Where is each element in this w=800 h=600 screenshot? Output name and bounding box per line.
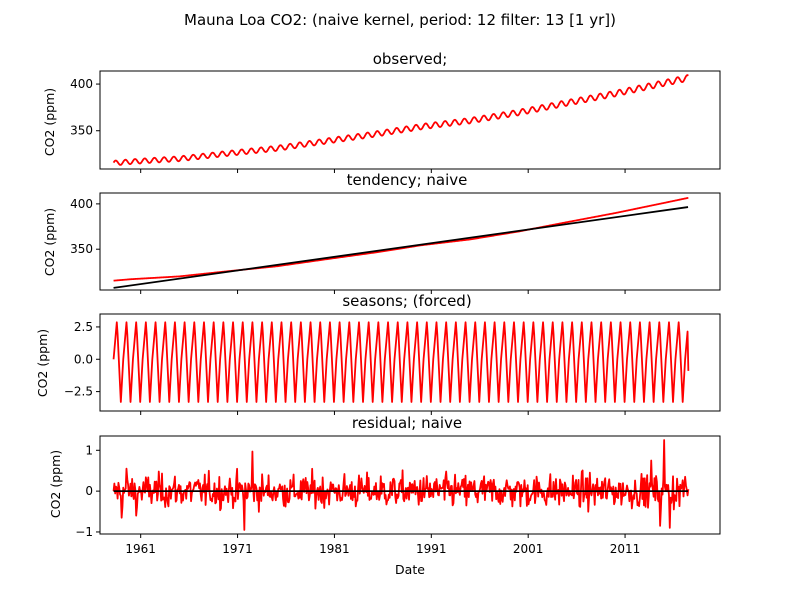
panel-tendency: tendency; naive 350 400 CO2 (ppm) bbox=[42, 171, 721, 294]
series-line-observed-0 bbox=[112, 74, 689, 166]
series-group-observed bbox=[112, 74, 689, 166]
y-tick-label-seasons: −2.5 bbox=[64, 385, 93, 399]
y-tick-label-residual: 1 bbox=[85, 443, 93, 457]
panel-seasons: seasons; (forced) −2.5 0.0 2.5 CO2 (ppm) bbox=[35, 292, 721, 415]
y-tick-label-tendency: 350 bbox=[70, 242, 93, 256]
y-tick-label-residual: −1 bbox=[75, 525, 93, 539]
plot-area-seasons: −2.5 0.0 2.5 bbox=[64, 313, 721, 415]
panel-observed: observed; 350 400 CO2 (ppm) bbox=[42, 50, 721, 173]
axes-frame-seasons bbox=[99, 313, 721, 412]
y-tick-label-seasons: 2.5 bbox=[74, 320, 93, 334]
y-tick-label-residual: 0 bbox=[85, 484, 93, 498]
series-group-residual bbox=[112, 439, 690, 531]
axes-frame-tendency bbox=[99, 192, 721, 291]
x-tick-label: 2001 bbox=[513, 542, 544, 556]
x-tick-label: 1991 bbox=[416, 542, 447, 556]
x-tick-label: 1961 bbox=[125, 542, 156, 556]
x-axis-label: Date bbox=[395, 562, 425, 577]
y-tick-label-seasons: 0.0 bbox=[74, 352, 93, 366]
series-line-tendency-0 bbox=[113, 197, 689, 282]
panel-title-observed: observed; bbox=[373, 50, 448, 68]
plot-area-residual: −1 0 1 1961 1971 1981 1991 2001 2011 bbox=[75, 435, 721, 556]
x-tick-label: 1981 bbox=[319, 542, 350, 556]
series-line-tendency-1 bbox=[113, 206, 689, 289]
plot-area-observed: 350 400 bbox=[70, 70, 721, 173]
plot-area-tendency: 350 400 bbox=[70, 192, 721, 294]
panel-title-seasons: seasons; (forced) bbox=[342, 292, 471, 310]
axes-frame-residual bbox=[99, 435, 721, 535]
y-tick-label-observed: 400 bbox=[70, 77, 93, 91]
y-axis-label-tendency: CO2 (ppm) bbox=[42, 208, 57, 276]
series-line-seasons-0 bbox=[112, 321, 690, 403]
y-tick-label-tendency: 400 bbox=[70, 197, 93, 211]
axes-frame-observed bbox=[99, 70, 721, 170]
panel-title-residual: residual; naive bbox=[352, 414, 462, 432]
panel-residual: residual; naive −1 0 1 1961 1971 1981 1991 2001… bbox=[48, 414, 721, 556]
series-group-seasons bbox=[112, 321, 690, 403]
y-axis-label-residual: CO2 (ppm) bbox=[48, 450, 63, 518]
y-axis-label-observed: CO2 (ppm) bbox=[42, 88, 57, 156]
series-line-residual-0 bbox=[112, 439, 690, 531]
panel-title-tendency: tendency; naive bbox=[347, 171, 468, 189]
y-axis-label-seasons: CO2 (ppm) bbox=[35, 329, 50, 397]
x-tick-label: 1971 bbox=[222, 542, 253, 556]
series-group-tendency bbox=[113, 197, 689, 289]
y-tick-label-observed: 350 bbox=[70, 124, 93, 138]
x-tick-label: 2011 bbox=[610, 542, 641, 556]
figure-title: Mauna Loa CO2: (naive kernel, period: 12… bbox=[184, 11, 616, 29]
